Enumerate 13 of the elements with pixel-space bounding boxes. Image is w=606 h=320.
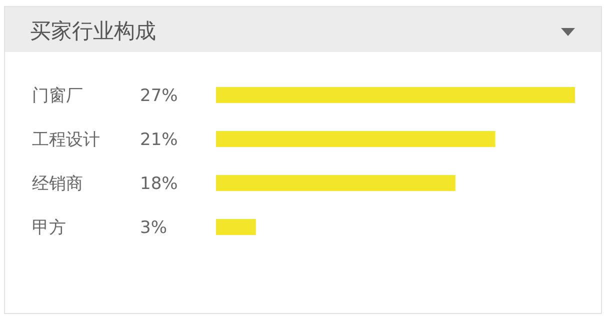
data-label: 21%	[140, 130, 178, 150]
y-tick-label: 工程设计	[32, 130, 100, 150]
bar	[216, 175, 456, 191]
y-tick-label: 甲方	[32, 218, 66, 238]
y-tick-label: 经销商	[32, 174, 83, 194]
chart-title: 买家行业构成	[30, 19, 156, 43]
bar	[216, 131, 496, 147]
data-label: 18%	[140, 174, 178, 194]
bar	[216, 87, 575, 103]
data-label: 27%	[140, 86, 178, 106]
bar	[216, 219, 256, 235]
data-label: 3%	[140, 218, 167, 238]
y-tick-label: 门窗厂	[32, 86, 83, 106]
